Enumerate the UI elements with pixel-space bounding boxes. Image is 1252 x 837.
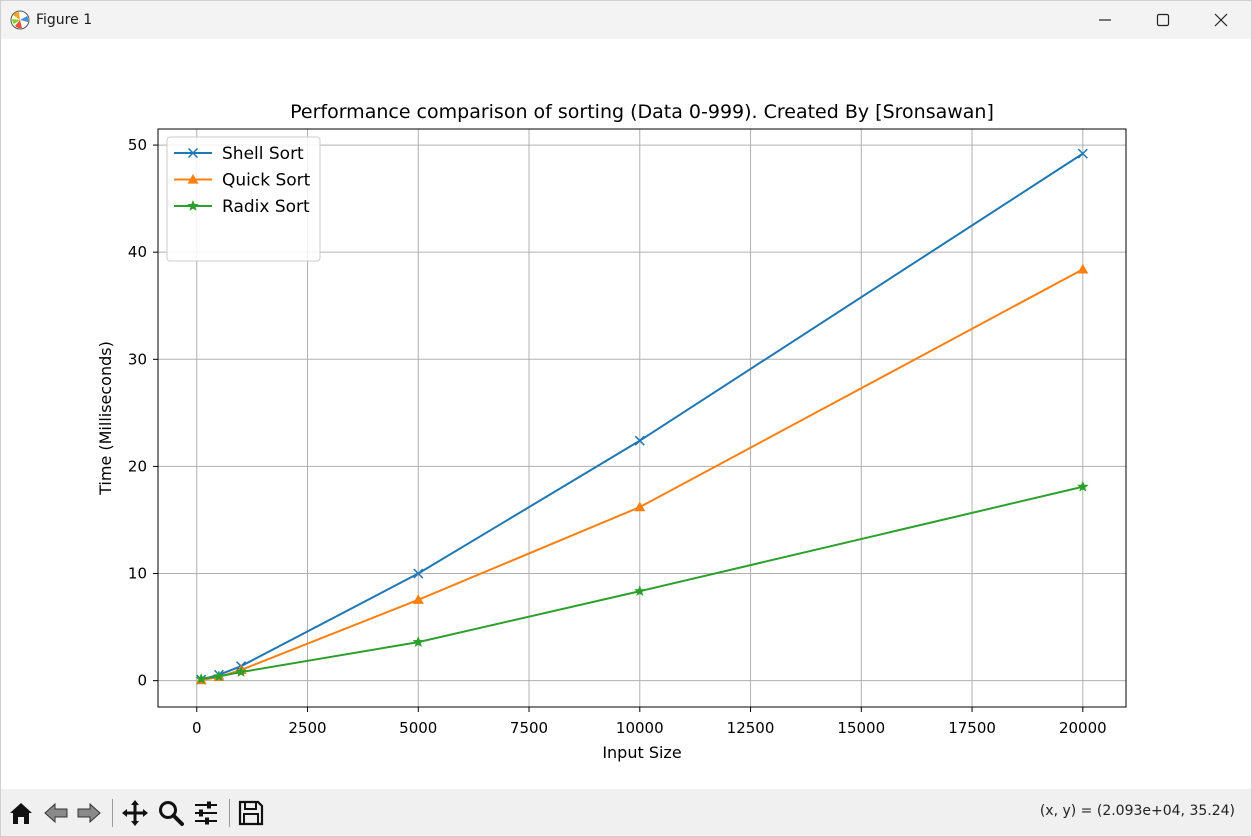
configure-subplots-button[interactable] <box>190 797 222 829</box>
legend-marker <box>187 200 199 211</box>
maximize-button[interactable] <box>1134 1 1192 39</box>
axis-ticks: 0 2500 5000 7500 10000 12500 15000 17500 20000 0 1… <box>128 136 1107 737</box>
x-tick-label: 15000 <box>837 719 885 737</box>
x-tick-label: 0 <box>192 719 202 737</box>
x-tick-label: 10000 <box>616 719 664 737</box>
close-icon <box>1214 13 1228 27</box>
pan-button[interactable] <box>119 797 151 829</box>
home-button[interactable] <box>5 797 37 829</box>
y-axis-label: Time (Milliseconds) <box>96 341 115 496</box>
legend-label: Quick Sort <box>222 171 311 191</box>
x-tick-label: 7500 <box>510 719 548 737</box>
y-tick-label: 50 <box>128 136 147 154</box>
x-tick-label: 2500 <box>288 719 326 737</box>
series-3-point <box>235 666 247 677</box>
series-1-point <box>1077 148 1088 159</box>
matplotlib-icon <box>10 10 30 30</box>
legend-box <box>166 136 321 262</box>
series-line-1 <box>200 152 1084 681</box>
series-3-point <box>634 585 646 597</box>
configure-subplots-icon <box>195 801 217 825</box>
legend-marker <box>187 147 199 159</box>
legend-label: Radix Sort <box>222 197 310 217</box>
y-tick-label: 20 <box>128 457 147 475</box>
navigation-toolbar: (x, y) = (2.093e+04, 35.24) <box>1 789 1251 836</box>
series-1-point <box>634 435 645 446</box>
series-layer <box>195 148 1089 685</box>
minimize-button[interactable] <box>1076 1 1134 39</box>
window-title: Figure 1 <box>36 12 93 28</box>
legend-label: Shell Sort <box>222 144 304 164</box>
series-3-point <box>195 673 207 684</box>
y-tick-label: 40 <box>128 243 147 261</box>
maximize-icon <box>1156 13 1170 27</box>
legend: Shell Sort Quick Sort Radix Sort <box>166 136 321 262</box>
x-tick-label: 17500 <box>948 719 996 737</box>
back-button[interactable] <box>40 797 72 829</box>
series-1-point <box>413 568 424 579</box>
save-button[interactable] <box>235 797 267 829</box>
line-chart[interactable]: 0 2500 5000 7500 10000 12500 15000 17500 20000 0 1… <box>1 39 1251 789</box>
legend-marker <box>187 174 199 184</box>
y-tick-label: 30 <box>128 350 147 368</box>
x-tick-label: 12500 <box>727 719 775 737</box>
plot-frame <box>157 128 1127 708</box>
home-icon <box>10 803 32 824</box>
x-axis-label: Input Size <box>602 743 681 762</box>
forward-arrow-icon <box>77 802 101 824</box>
x-tick-label: 5000 <box>399 719 437 737</box>
figure-canvas[interactable]: 0 2500 5000 7500 10000 12500 15000 17500 20000 0 1… <box>1 39 1251 789</box>
y-tick-label: 0 <box>137 672 147 690</box>
series-3-point <box>1077 480 1089 492</box>
back-arrow-icon <box>44 802 68 824</box>
forward-button[interactable] <box>73 797 105 829</box>
series-3-point <box>412 636 424 647</box>
series-2-point <box>412 594 424 604</box>
zoom-button[interactable] <box>155 797 187 829</box>
minimize-icon <box>1099 19 1111 21</box>
series-2-point <box>1077 263 1089 274</box>
y-tick-label: 10 <box>128 565 147 583</box>
zoom-icon <box>159 801 184 826</box>
x-tick-label: 20000 <box>1059 719 1107 737</box>
series-line-3 <box>201 485 1084 681</box>
chart-title: Performance comparison of sorting (Data … <box>290 101 994 123</box>
toolbar-separator <box>229 799 230 827</box>
series-3-point <box>213 670 225 682</box>
series-2-point <box>634 501 646 512</box>
title-bar[interactable]: Figure 1 <box>1 1 1251 39</box>
cursor-coordinates: (x, y) = (2.093e+04, 35.24) <box>1039 803 1235 819</box>
toolbar-separator <box>112 799 113 827</box>
close-button[interactable] <box>1192 1 1250 39</box>
pan-icon <box>122 800 148 826</box>
save-icon <box>238 800 264 826</box>
